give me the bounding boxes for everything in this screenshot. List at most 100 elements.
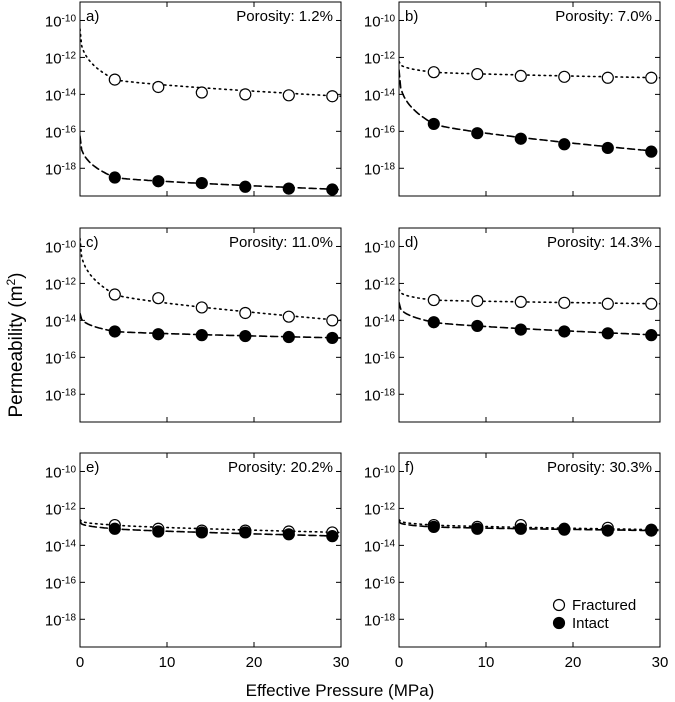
axes-frame	[79, 452, 342, 648]
intact-point	[108, 171, 121, 184]
intact-point	[239, 526, 252, 539]
y-tick-label: 10-14	[364, 87, 396, 105]
legend-label-fractured: Fractured	[572, 597, 636, 614]
axes-frame	[398, 1, 661, 197]
y-tick-label: 10-14	[364, 313, 396, 331]
legend-marker-intact	[552, 616, 566, 630]
fractured-point	[471, 67, 484, 81]
y-tick-label: 10-14	[45, 313, 77, 331]
y-tick-label: 10-12	[364, 50, 396, 68]
panel-label: b)	[405, 8, 418, 25]
panel-title: Porosity: 14.3%	[547, 234, 652, 251]
y-tick-label: 10-10	[45, 464, 77, 482]
fractured-point	[282, 89, 295, 102]
fractured-point	[471, 294, 484, 308]
panel-label: d)	[405, 234, 418, 251]
fractured-point	[558, 296, 571, 309]
intact-point	[645, 329, 658, 342]
y-tick-label: 10-18	[364, 387, 396, 405]
intact-point	[514, 132, 527, 145]
intact-point	[601, 327, 614, 340]
fractured-point	[108, 73, 121, 86]
intact-point	[108, 325, 121, 338]
fractured-fit-line	[399, 518, 660, 531]
intact-point	[471, 319, 484, 333]
y-tick-label: 10-16	[364, 575, 396, 593]
axes-frame	[398, 227, 661, 423]
axes-frame	[398, 452, 661, 648]
y-tick-label: 10-16	[364, 124, 396, 142]
fractured-point	[152, 292, 165, 305]
x-axis-label: Effective Pressure (MPa)	[246, 681, 435, 700]
y-tick-label: 10-12	[45, 276, 77, 294]
fractured-point	[645, 71, 658, 84]
legend-label-intact: Intact	[572, 615, 610, 632]
intact-fit-line	[399, 69, 660, 153]
intact-point	[427, 520, 440, 534]
fractured-fit-line	[399, 60, 660, 79]
legend-marker-fractured	[552, 598, 566, 612]
y-tick-label: 10-18	[364, 161, 396, 179]
panel-title: Porosity: 11.0%	[229, 234, 333, 251]
fractured-fit-line	[399, 288, 660, 305]
x-tick-label: 10	[478, 654, 495, 671]
intact-point	[645, 145, 658, 158]
intact-point	[282, 528, 295, 541]
panel-title: Porosity: 30.3%	[547, 459, 652, 476]
intact-fit-line	[399, 301, 660, 337]
intact-point	[427, 316, 440, 329]
fractured-point	[239, 88, 252, 101]
panel-label: a)	[86, 8, 99, 25]
fractured-point	[427, 66, 440, 79]
y-tick-label: 10-16	[45, 575, 77, 593]
intact-point	[326, 183, 339, 196]
intact-fit-line	[80, 312, 341, 339]
axes-frame	[79, 227, 342, 423]
fractured-point	[645, 297, 658, 310]
y-tick-label: 10-10	[364, 464, 396, 482]
intact-point	[152, 328, 165, 341]
intact-fit-line	[80, 135, 341, 191]
intact-point	[282, 330, 295, 344]
y-tick-label: 10-18	[45, 612, 77, 630]
fractured-point	[195, 86, 208, 99]
axes-frame	[79, 1, 342, 197]
y-tick-label: 10-18	[45, 161, 77, 179]
fractured-fit-line	[80, 28, 341, 97]
intact-point	[239, 329, 252, 343]
panel-e: 10-10 10-12 10-14 10-16 10-18 0 10 20 30 e) Porosi…	[45, 452, 349, 671]
fractured-fit-line	[80, 237, 341, 322]
y-tick-label: 10-12	[364, 501, 396, 519]
y-tick-label: 10-10	[364, 239, 396, 257]
panel-title: Porosity: 20.2%	[228, 459, 333, 476]
x-tick-label: 10	[159, 654, 176, 671]
x-tick-label: 20	[246, 654, 263, 671]
y-tick-label: 10-18	[364, 612, 396, 630]
intact-fit-line	[399, 520, 660, 532]
panel-label: c)	[86, 234, 99, 251]
panel-b: 10-10 10-12 10-14 10-16 10-18 b) Porosity: 7.0…	[364, 1, 661, 197]
y-tick-label: 10-14	[45, 538, 77, 556]
panel-title: Porosity: 7.0%	[555, 8, 652, 25]
intact-point	[282, 182, 295, 195]
intact-point	[326, 331, 339, 345]
y-tick-label: 10-10	[45, 239, 77, 257]
intact-point	[427, 117, 440, 131]
intact-point	[558, 523, 571, 536]
y-tick-label: 10-18	[45, 387, 77, 405]
intact-point	[645, 524, 658, 537]
intact-fit-line	[80, 520, 341, 537]
x-tick-label: 30	[652, 654, 669, 671]
intact-point	[514, 522, 527, 535]
panel-f: 10-10 10-12 10-14 10-16 10-18 0 10 20 30 f) Porosi…	[364, 452, 669, 671]
panels-group: 10-10 10-12 10-14 10-16 10-18 a) Porosity: 1.2…	[45, 1, 669, 671]
fractured-point	[108, 288, 121, 301]
fractured-point	[239, 306, 252, 320]
x-tick-label: 0	[395, 654, 403, 671]
fractured-point	[195, 301, 208, 314]
panel-label: e)	[86, 459, 99, 476]
intact-point	[471, 522, 484, 535]
intact-point	[195, 329, 208, 342]
intact-point	[558, 138, 571, 151]
y-tick-label: 10-12	[364, 276, 396, 294]
